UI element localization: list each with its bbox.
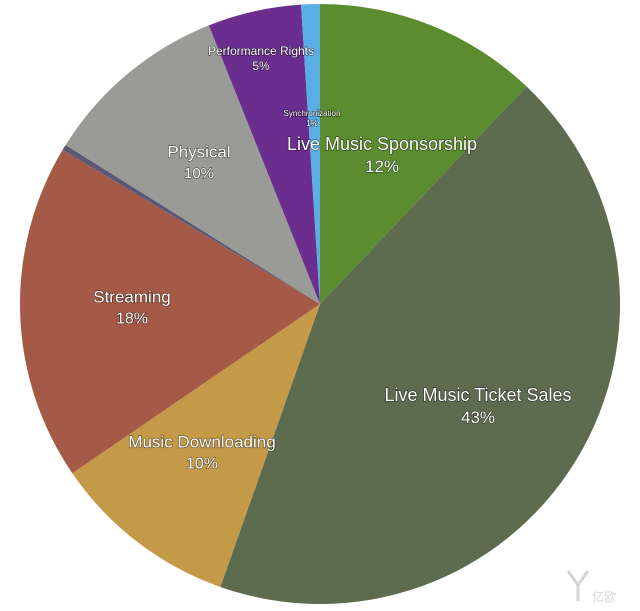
slice-label: Synchronization bbox=[284, 109, 341, 118]
slice-percent-label: 12% bbox=[365, 157, 399, 176]
pie-slice bbox=[62, 145, 320, 304]
pie-slice bbox=[301, 4, 320, 304]
slice-percent-label: 43% bbox=[461, 408, 495, 427]
pie-slice bbox=[220, 86, 620, 604]
pie-slice bbox=[65, 25, 320, 304]
slice-label: Live Music Ticket Sales bbox=[384, 385, 571, 405]
slice-percent-label: 5% bbox=[252, 59, 270, 73]
pie-slice bbox=[320, 4, 527, 304]
slice-label: Streaming bbox=[93, 287, 170, 306]
pie-slice bbox=[72, 304, 320, 587]
pie-slices bbox=[20, 4, 620, 604]
slice-percent-label: 1% bbox=[306, 119, 318, 128]
slice-label: Physical bbox=[167, 142, 230, 161]
slice-label: Performance Rights bbox=[208, 44, 314, 58]
slice-percent-label: 10% bbox=[186, 455, 218, 472]
slice-label: Live Music Sponsorship bbox=[287, 134, 477, 154]
slice-percent-label: 18% bbox=[116, 310, 148, 327]
pie-slice bbox=[20, 149, 321, 474]
watermark-logo: 亿欧 bbox=[566, 570, 616, 604]
slice-label: Music Downloading bbox=[128, 432, 275, 451]
slice-percent-label: 10% bbox=[184, 165, 214, 182]
pie-slice bbox=[208, 4, 320, 305]
watermark-text: 亿欧 bbox=[592, 589, 616, 604]
pie-labels: Live Music Sponsorship 12% Live Music Tick… bbox=[93, 44, 572, 474]
